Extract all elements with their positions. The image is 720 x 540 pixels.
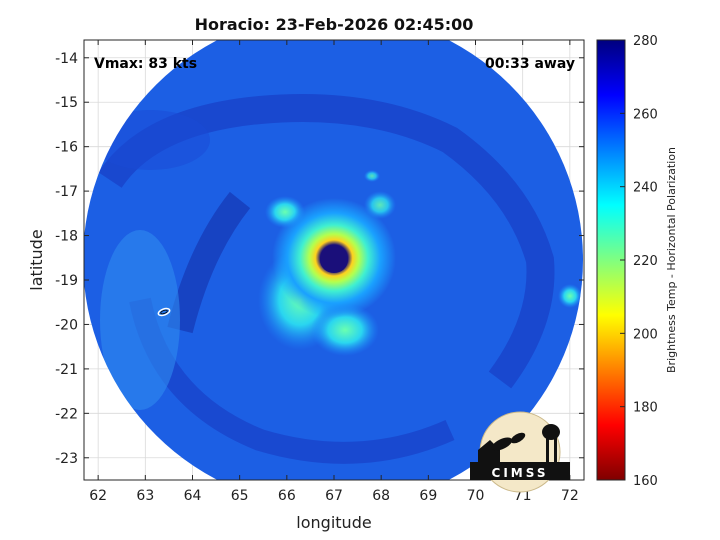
y-tick-label: -19 [55,273,78,289]
cimss-logo: CIMSS [470,411,570,493]
colorbar-label: Brightness Temp - Horizontal Polarizatio… [665,147,678,373]
x-tick-label: 72 [561,488,579,504]
x-tick-label: 70 [467,488,485,504]
x-tick-label: 65 [231,488,249,504]
colorbar: 280 260 240 220 200 180 160 Brightness Temp - … [596,34,678,489]
x-tick-label: 63 [136,488,154,504]
colorbar-tick-label: 160 [633,474,658,489]
colorbar-ticks: 280 260 240 220 200 180 160 [620,34,658,489]
x-tick-label: 69 [419,488,437,504]
time-away-label: 00:33 away [485,56,575,72]
y-axis-label: latitude [27,229,46,290]
y-axis-ticks: -14 -15 -16 -17 -18 -19 -20 -21 -22 -23 [55,51,584,467]
y-tick-label: -23 [55,451,78,467]
plot-area: 62 63 64 65 66 67 68 69 70 71 72 -14-15-16-17-18-1… [55,39,585,504]
x-tick-label: 68 [372,488,390,504]
x-tick-label: 66 [278,488,296,504]
colorbar-tick-label: 220 [633,254,658,269]
y-tick-label: -16 [55,140,78,156]
x-axis-ticks: 62 63 64 65 66 67 68 69 70 71 72 [89,40,579,504]
y-tick-label: -22 [55,406,78,422]
x-tick-label: 67 [325,488,343,504]
colorbar-tick-label: 280 [633,34,658,49]
vmax-label: Vmax: 83 kts [94,56,197,72]
y-tick-label: -17 [55,184,78,200]
colorbar-tick-label: 240 [633,181,658,196]
y-tick-label: -18 [55,229,78,245]
y-tick-label: -20 [55,317,78,333]
microwave-swath [84,40,583,480]
y-tick-label: -15 [55,95,78,111]
colorbar-tick-label: 180 [633,401,658,416]
x-axis-label: longitude [296,513,371,532]
y-tick-label: -14 [55,51,78,67]
x-tick-label: 62 [89,488,107,504]
x-tick-label: 64 [184,488,202,504]
colorbar-tick-label: 200 [633,327,658,342]
y-tick-label: -21 [55,362,78,378]
logo-text: CIMSS [492,466,549,480]
chart-title: Horacio: 23-Feb-2026 02:45:00 [195,15,474,34]
colorbar-tick-label: 260 [633,107,658,122]
